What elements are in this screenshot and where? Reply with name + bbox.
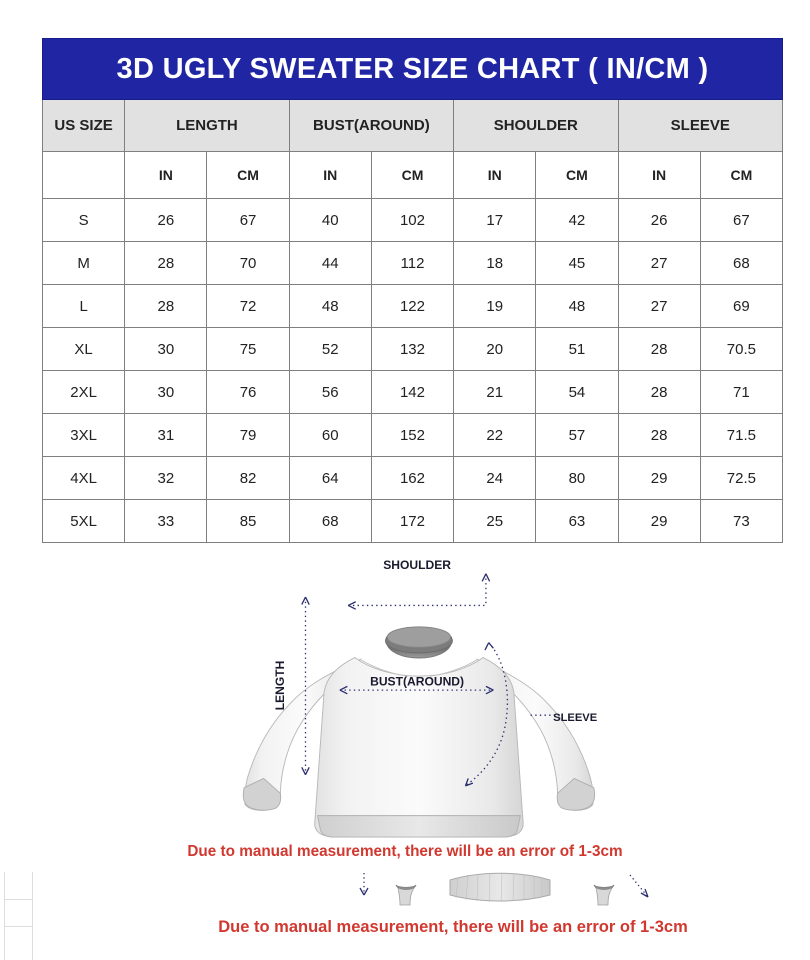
svg-text:SLEEVE: SLEEVE xyxy=(553,712,597,724)
svg-text:LENGTH: LENGTH xyxy=(273,661,287,711)
svg-text:SHOULDER: SHOULDER xyxy=(383,558,451,572)
svg-text:BUST(AROUND): BUST(AROUND) xyxy=(370,674,464,688)
